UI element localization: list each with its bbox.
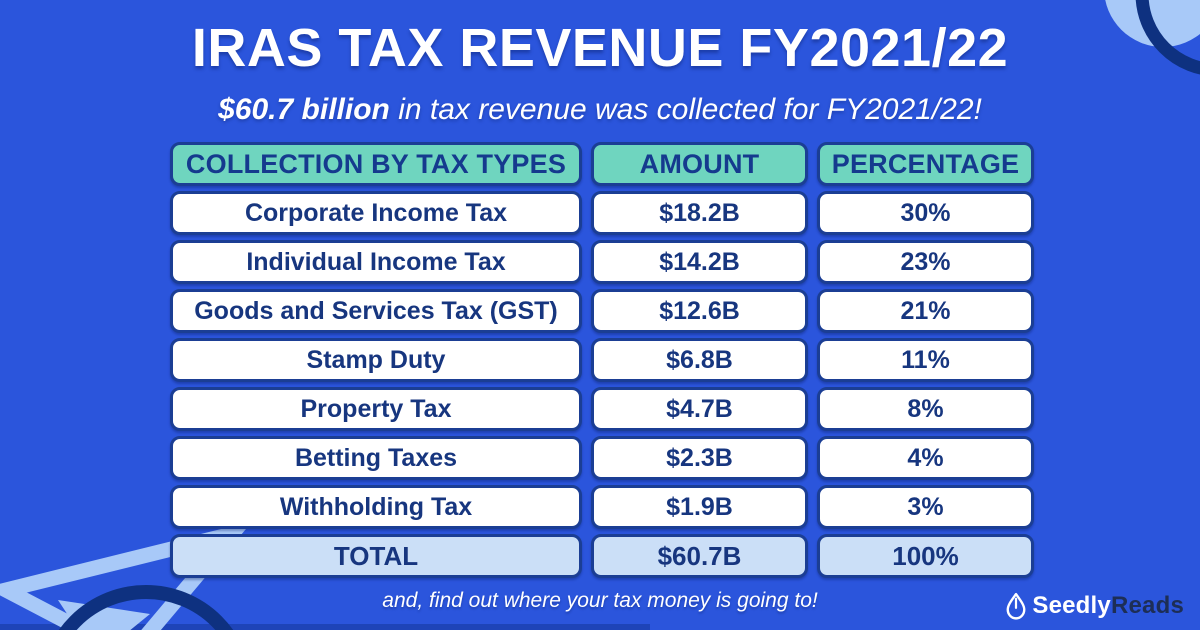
subtitle-highlight: $60.7 billion	[218, 93, 390, 126]
cell-type: Betting Taxes	[170, 436, 582, 480]
page-subtitle: $60.7 billion in tax revenue was collect…	[0, 92, 1200, 128]
table-header-row: COLLECTION BY TAX TYPES AMOUNT PERCENTAG…	[170, 142, 1035, 186]
table-row: Corporate Income Tax $18.2B 30%	[170, 191, 1035, 235]
table-row: Stamp Duty $6.8B 11%	[170, 338, 1035, 382]
subtitle-rest: in tax revenue was collected for FY2021/…	[389, 93, 982, 126]
cell-type: Individual Income Tax	[170, 240, 582, 284]
cell-percentage: 11%	[817, 338, 1034, 382]
bottom-bar-shape	[0, 624, 650, 630]
cell-type: Withholding Tax	[170, 485, 582, 529]
header-cell-tax-types: COLLECTION BY TAX TYPES	[170, 142, 582, 186]
page-title: IRAS TAX REVENUE FY2021/22	[191, 18, 1009, 78]
total-cell-label: TOTAL	[170, 534, 582, 578]
cell-percentage: 23%	[817, 240, 1034, 284]
cell-type: Goods and Services Tax (GST)	[170, 289, 582, 333]
cell-percentage: 30%	[817, 191, 1034, 235]
table-row: Betting Taxes $2.3B 4%	[170, 436, 1035, 480]
total-cell-percentage: 100%	[817, 534, 1034, 578]
cell-amount: $14.2B	[591, 240, 808, 284]
cell-type: Stamp Duty	[170, 338, 582, 382]
table-row: Goods and Services Tax (GST) $12.6B 21%	[170, 289, 1035, 333]
cell-percentage: 3%	[817, 485, 1034, 529]
ring-bottom-left-shape	[58, 585, 234, 630]
cell-amount: $6.8B	[591, 338, 808, 382]
table-total-row: TOTAL $60.7B 100%	[170, 534, 1035, 578]
header-cell-percentage: PERCENTAGE	[817, 142, 1034, 186]
cell-amount: $1.9B	[591, 485, 808, 529]
table-row: Individual Income Tax $14.2B 23%	[170, 240, 1035, 284]
brand-logo: SeedlyReads	[1005, 592, 1184, 620]
seedly-leaf-icon	[1006, 592, 1026, 620]
cell-amount: $18.2B	[591, 191, 808, 235]
cell-type: Property Tax	[170, 387, 582, 431]
header-cell-amount: AMOUNT	[591, 142, 808, 186]
table-row: Property Tax $4.7B 8%	[170, 387, 1035, 431]
tax-table: COLLECTION BY TAX TYPES AMOUNT PERCENTAG…	[170, 142, 1035, 578]
brand-name-primary: Seedly	[1032, 592, 1111, 619]
table-body: Corporate Income Tax $18.2B 30% Individual …	[170, 191, 1035, 529]
table-row: Withholding Tax $1.9B 3%	[170, 485, 1035, 529]
cell-amount: $2.3B	[591, 436, 808, 480]
cell-percentage: 4%	[817, 436, 1034, 480]
cell-amount: $4.7B	[591, 387, 808, 431]
brand-name-secondary: Reads	[1110, 592, 1184, 619]
cell-type: Corporate Income Tax	[170, 191, 582, 235]
footer-note: and, find out where your tax money is go…	[382, 589, 818, 612]
cell-percentage: 21%	[817, 289, 1034, 333]
cell-amount: $12.6B	[591, 289, 808, 333]
cell-percentage: 8%	[817, 387, 1034, 431]
total-cell-amount: $60.7B	[591, 534, 808, 578]
